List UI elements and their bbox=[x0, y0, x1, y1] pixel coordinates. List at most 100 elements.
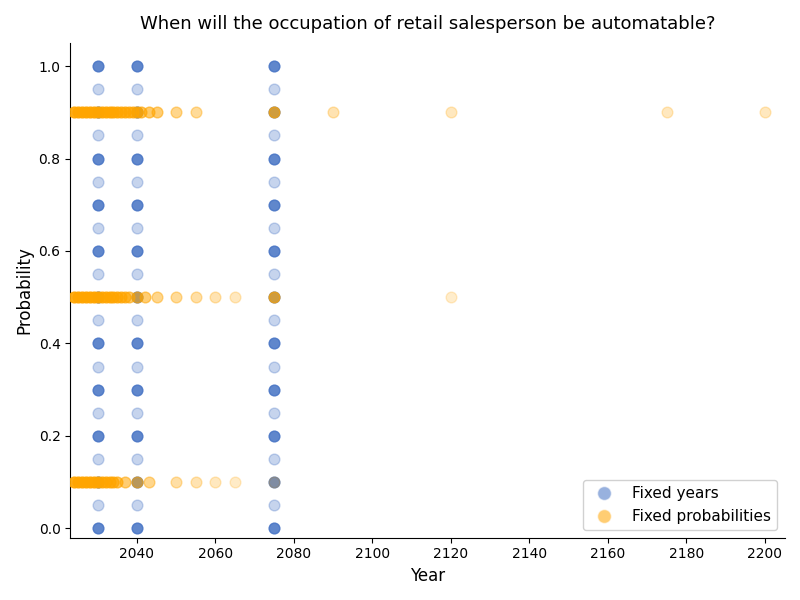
Point bbox=[91, 269, 104, 279]
Point bbox=[91, 362, 104, 371]
Point bbox=[87, 107, 100, 117]
Point bbox=[91, 292, 104, 302]
Point bbox=[91, 246, 104, 256]
Point bbox=[130, 385, 143, 395]
Point bbox=[91, 107, 104, 117]
Point bbox=[130, 107, 143, 117]
Point bbox=[170, 292, 182, 302]
Point bbox=[107, 292, 120, 302]
Point bbox=[91, 500, 104, 510]
Point bbox=[119, 107, 132, 117]
Point bbox=[130, 454, 143, 464]
Point bbox=[130, 478, 143, 487]
Point bbox=[327, 107, 340, 117]
Point bbox=[134, 107, 147, 117]
Point bbox=[91, 292, 104, 302]
Point bbox=[268, 500, 281, 510]
Point bbox=[115, 107, 128, 117]
Point bbox=[229, 478, 242, 487]
Point bbox=[130, 85, 143, 94]
Y-axis label: Probability: Probability bbox=[15, 247, 33, 334]
Point bbox=[68, 292, 81, 302]
Point bbox=[91, 478, 104, 487]
Point bbox=[119, 292, 132, 302]
Point bbox=[91, 431, 104, 441]
Point bbox=[130, 362, 143, 371]
Point bbox=[445, 107, 458, 117]
Point bbox=[268, 454, 281, 464]
Point bbox=[209, 292, 222, 302]
X-axis label: Year: Year bbox=[410, 567, 445, 585]
Point bbox=[268, 177, 281, 187]
Point bbox=[229, 292, 242, 302]
Point bbox=[130, 246, 143, 256]
Point bbox=[91, 223, 104, 233]
Point bbox=[115, 292, 128, 302]
Point bbox=[268, 85, 281, 94]
Point bbox=[76, 107, 89, 117]
Point bbox=[87, 292, 100, 302]
Point bbox=[79, 107, 92, 117]
Point bbox=[91, 478, 104, 487]
Point bbox=[268, 478, 281, 487]
Point bbox=[142, 478, 155, 487]
Point bbox=[95, 107, 108, 117]
Point bbox=[68, 478, 81, 487]
Point bbox=[190, 292, 202, 302]
Point bbox=[268, 246, 281, 256]
Point bbox=[83, 107, 96, 117]
Point bbox=[99, 292, 112, 302]
Point bbox=[72, 107, 85, 117]
Point bbox=[268, 524, 281, 533]
Point bbox=[72, 292, 85, 302]
Point bbox=[99, 478, 112, 487]
Point bbox=[268, 223, 281, 233]
Point bbox=[111, 292, 124, 302]
Point bbox=[111, 478, 124, 487]
Point bbox=[91, 338, 104, 348]
Point bbox=[68, 107, 81, 117]
Point bbox=[91, 385, 104, 395]
Point bbox=[83, 292, 96, 302]
Point bbox=[91, 154, 104, 163]
Point bbox=[91, 85, 104, 94]
Point bbox=[95, 292, 108, 302]
Point bbox=[130, 200, 143, 209]
Point bbox=[268, 292, 281, 302]
Point bbox=[107, 478, 120, 487]
Point bbox=[103, 107, 116, 117]
Point bbox=[91, 316, 104, 325]
Point bbox=[122, 107, 135, 117]
Point bbox=[268, 292, 281, 302]
Point bbox=[268, 385, 281, 395]
Point bbox=[130, 338, 143, 348]
Point bbox=[130, 478, 143, 487]
Point bbox=[126, 107, 139, 117]
Point bbox=[111, 107, 124, 117]
Point bbox=[268, 107, 281, 117]
Point bbox=[76, 478, 89, 487]
Point bbox=[660, 107, 673, 117]
Point bbox=[150, 107, 163, 117]
Title: When will the occupation of retail salesperson be automatable?: When will the occupation of retail sales… bbox=[140, 15, 715, 33]
Point bbox=[268, 107, 281, 117]
Point bbox=[209, 478, 222, 487]
Point bbox=[170, 107, 182, 117]
Point bbox=[445, 292, 458, 302]
Point bbox=[268, 362, 281, 371]
Point bbox=[130, 223, 143, 233]
Point bbox=[130, 154, 143, 163]
Point bbox=[268, 154, 281, 163]
Point bbox=[268, 316, 281, 325]
Point bbox=[130, 292, 143, 302]
Point bbox=[83, 478, 96, 487]
Point bbox=[119, 478, 132, 487]
Point bbox=[79, 478, 92, 487]
Point bbox=[268, 478, 281, 487]
Point bbox=[268, 338, 281, 348]
Point bbox=[130, 500, 143, 510]
Point bbox=[130, 431, 143, 441]
Point bbox=[72, 478, 85, 487]
Point bbox=[190, 478, 202, 487]
Point bbox=[99, 107, 112, 117]
